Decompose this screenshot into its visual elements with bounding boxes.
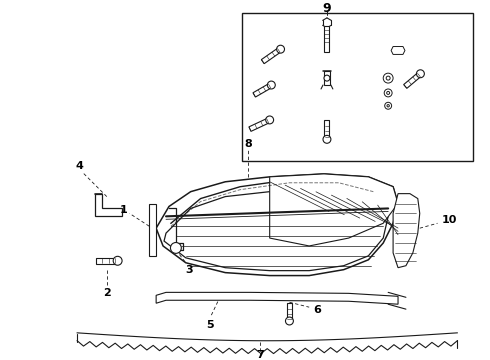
Text: 3: 3 [185, 265, 193, 275]
Circle shape [384, 89, 392, 97]
Text: 5: 5 [207, 320, 214, 330]
Circle shape [416, 70, 424, 78]
Polygon shape [404, 72, 422, 88]
Circle shape [266, 116, 273, 124]
Polygon shape [287, 303, 292, 321]
Circle shape [171, 243, 181, 253]
Circle shape [286, 317, 294, 325]
Text: 6: 6 [313, 305, 321, 315]
Text: 9: 9 [322, 1, 331, 14]
Circle shape [383, 73, 393, 83]
Polygon shape [391, 46, 405, 54]
Polygon shape [96, 258, 118, 264]
Text: 8: 8 [244, 139, 252, 149]
Text: 4: 4 [75, 161, 83, 171]
Polygon shape [270, 174, 398, 246]
Polygon shape [393, 194, 420, 268]
Polygon shape [249, 118, 270, 131]
Circle shape [324, 75, 330, 81]
Polygon shape [261, 47, 282, 64]
Text: 2: 2 [103, 288, 111, 298]
Circle shape [113, 256, 122, 265]
Text: 7: 7 [256, 350, 264, 360]
Polygon shape [324, 120, 329, 139]
Text: 1: 1 [120, 206, 127, 215]
Polygon shape [156, 292, 398, 304]
Polygon shape [95, 194, 122, 216]
Polygon shape [164, 192, 388, 271]
Bar [242, 13, 473, 161]
Polygon shape [324, 26, 329, 53]
Polygon shape [156, 174, 398, 276]
Circle shape [385, 102, 392, 109]
Text: 10: 10 [441, 215, 457, 225]
Circle shape [268, 81, 275, 89]
Polygon shape [149, 203, 156, 256]
Circle shape [276, 45, 285, 53]
Circle shape [323, 135, 331, 143]
Polygon shape [324, 71, 330, 85]
Polygon shape [253, 83, 272, 97]
